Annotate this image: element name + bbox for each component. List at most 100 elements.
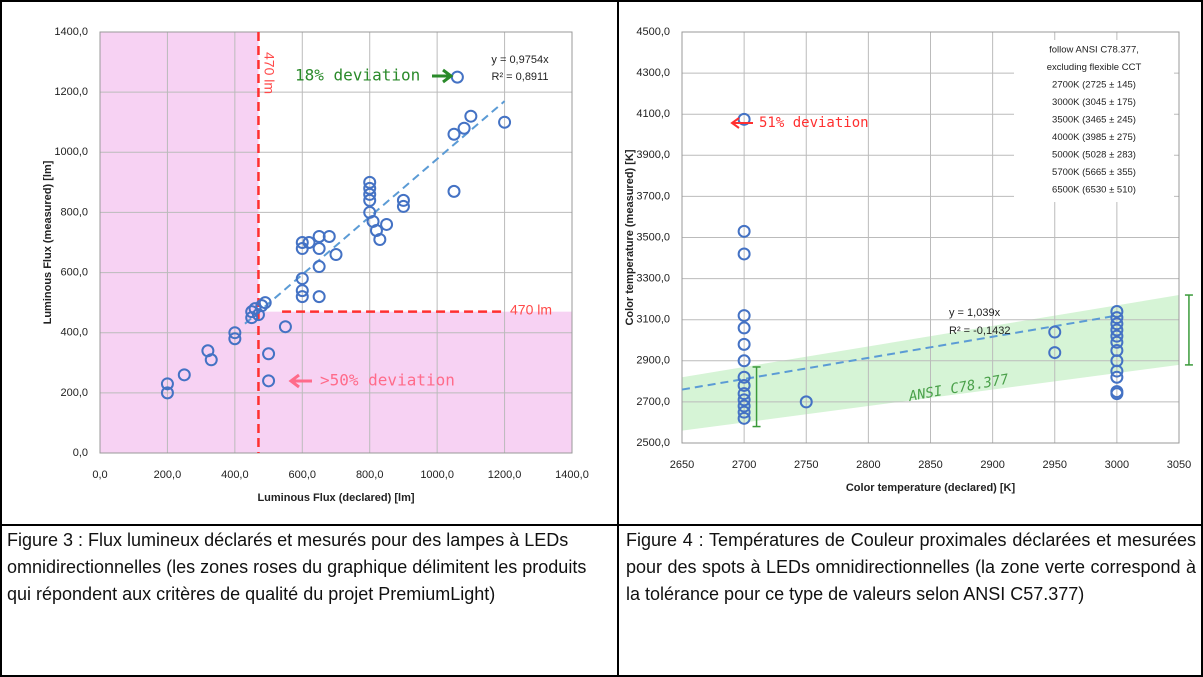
arrow — [730, 117, 753, 129]
text-box-line: excluding flexible CCT — [1047, 62, 1142, 73]
x-tick-label: 0,0 — [92, 469, 107, 481]
y-tick-label: 4100,0 — [636, 108, 670, 120]
text-box-line: 2700K (2725 ± 145) — [1052, 80, 1136, 91]
data-point — [278, 320, 292, 334]
data-point — [363, 175, 377, 189]
data-point — [312, 290, 326, 304]
data-point — [396, 199, 410, 213]
y-tick-label: 3700,0 — [636, 190, 670, 202]
data-point — [262, 347, 276, 361]
y-tick-label: 3500,0 — [636, 231, 670, 243]
y-tick-label: 400,0 — [60, 327, 88, 339]
x-tick-label: 1200,0 — [488, 469, 522, 481]
y-tick-label: 600,0 — [60, 266, 88, 278]
data-point — [1110, 329, 1124, 343]
data-point — [737, 354, 751, 368]
y-tick-label: 2500,0 — [636, 437, 670, 449]
x-axis-title: Color temperature (declared) [K] — [846, 482, 1016, 494]
x-tick-label: 400,0 — [221, 469, 249, 481]
data-point — [160, 386, 174, 400]
y-axis-title: Color temperature (measured) [K] — [624, 149, 636, 325]
text-box-line: follow ANSI C78.377, — [1049, 45, 1139, 56]
data-point — [737, 378, 751, 392]
text-box-line: 4000K (3985 ± 275) — [1052, 132, 1136, 143]
text-box-line: 5700K (5665 ± 355) — [1052, 167, 1136, 178]
data-point — [245, 305, 259, 319]
data-point — [262, 374, 276, 388]
trendline-r2: R² = -0,1432 — [949, 325, 1010, 337]
trendline-r2: R² = 0,8911 — [492, 71, 549, 83]
border — [0, 0, 1203, 2]
data-point — [228, 326, 242, 340]
data-point — [396, 193, 410, 207]
data-point — [737, 387, 751, 401]
annotation: >50% deviation — [320, 371, 455, 390]
data-point — [177, 368, 191, 382]
border — [617, 0, 619, 677]
y-tick-label: 0,0 — [73, 447, 88, 459]
data-point — [228, 332, 242, 346]
x-tick-label: 200,0 — [154, 469, 182, 481]
trendline — [681, 314, 1118, 391]
chart: 2500,0 2700,0 2900,0 3100,0 3300,0 3500,0 3700… — [624, 26, 1193, 494]
data-point — [457, 121, 471, 135]
y-tick-label: 4500,0 — [636, 26, 670, 38]
text-box-line: 6500K (6530 ± 510) — [1052, 185, 1136, 196]
trendline-label: y = 0,9754x — [491, 54, 549, 66]
caption: Figure 3 : Flux lumineux déclarés et mes… — [7, 530, 587, 604]
border — [0, 524, 1203, 526]
x-tick-label: 2800 — [856, 459, 880, 471]
caption: Figure 4 : Températures de Couleur proxi… — [626, 530, 1196, 604]
y-tick-label: 200,0 — [60, 387, 88, 399]
y-tick-label: 2900,0 — [636, 355, 670, 367]
x-tick-label: 2750 — [794, 459, 818, 471]
data-point — [373, 232, 387, 246]
y-tick-label: 2700,0 — [636, 396, 670, 408]
x-tick-label: 600,0 — [289, 469, 317, 481]
y-tick-label: 800,0 — [60, 206, 88, 218]
data-point — [1110, 364, 1124, 378]
x-tick-label: 1000,0 — [420, 469, 454, 481]
x-tick-label: 1400,0 — [555, 469, 589, 481]
y-tick-label: 3100,0 — [636, 314, 670, 326]
x-tick-label: 3000 — [1105, 459, 1129, 471]
data-point — [1048, 325, 1062, 339]
border — [1201, 0, 1203, 677]
data-point — [737, 224, 751, 238]
data-point — [295, 236, 309, 249]
text-box-line: 3500K (3465 ± 245) — [1052, 115, 1136, 126]
annotation: 18% deviation — [295, 66, 420, 85]
y-tick-label: 1400,0 — [54, 26, 88, 38]
data-point — [380, 217, 394, 231]
data-point — [1110, 311, 1124, 325]
data-point — [295, 284, 309, 298]
y-tick-label: 1000,0 — [54, 146, 88, 158]
y-tick-label: 1200,0 — [54, 86, 88, 98]
plot-border — [681, 31, 1180, 444]
text-box-line: 3000K (3045 ± 175) — [1052, 97, 1136, 108]
data-point — [312, 260, 326, 274]
data-point — [295, 290, 309, 304]
data-point — [737, 393, 751, 407]
x-tick-label: 3050 — [1167, 459, 1191, 471]
data-point — [1110, 304, 1124, 318]
data-point — [258, 296, 272, 310]
annotation: 470 lm — [510, 302, 552, 318]
data-point — [295, 272, 309, 286]
data-point — [737, 411, 751, 425]
data-point — [363, 193, 377, 207]
data-point — [447, 184, 461, 198]
data-point — [737, 399, 751, 413]
quality-zone — [100, 311, 572, 453]
data-point — [329, 248, 343, 262]
data-point — [737, 370, 751, 384]
x-axis-title: Luminous Flux (declared) [lm] — [257, 492, 414, 504]
plot-border — [99, 31, 573, 454]
data-point — [737, 247, 751, 261]
data-point — [1110, 387, 1124, 401]
y-tick-label: 3300,0 — [636, 273, 670, 285]
x-tick-label: 800,0 — [356, 469, 384, 481]
x-tick-label: 2900 — [980, 459, 1004, 471]
text-box-line: 5000K (5028 ± 283) — [1052, 150, 1136, 161]
data-point — [447, 127, 461, 141]
